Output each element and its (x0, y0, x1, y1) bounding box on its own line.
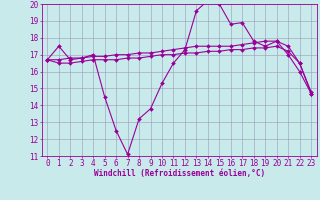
X-axis label: Windchill (Refroidissement éolien,°C): Windchill (Refroidissement éolien,°C) (94, 169, 265, 178)
